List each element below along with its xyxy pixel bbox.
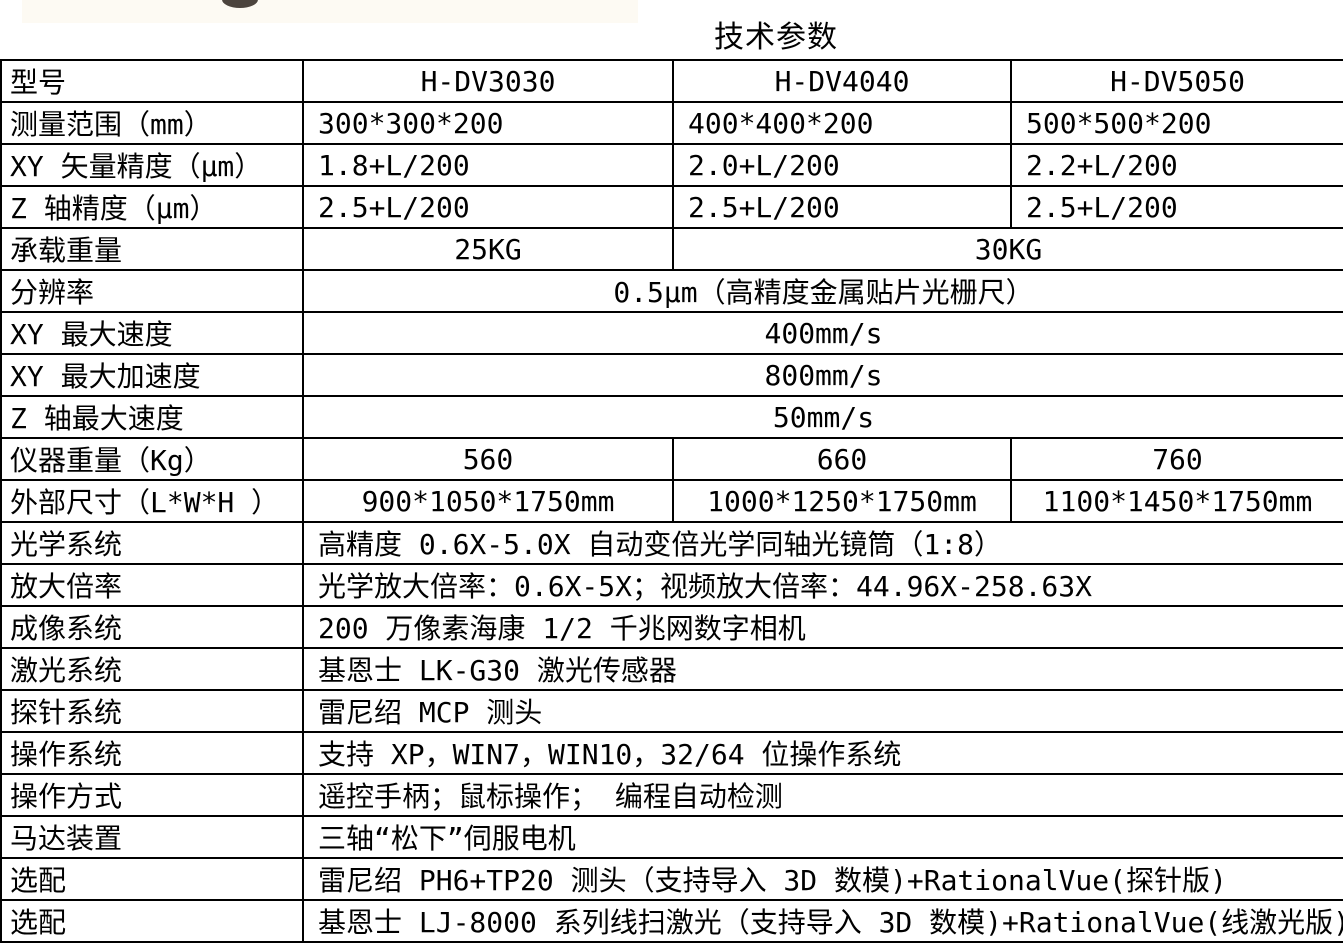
row-label: XY 最大速度 (0, 311, 304, 355)
cropped-image-banner (22, 0, 638, 23)
cell-value: 2.5+L/200 (672, 185, 1012, 229)
table-row-load-capacity: 承载重量 25KG 30KG (0, 227, 1343, 271)
cell-value: 2.5+L/200 (1010, 185, 1343, 229)
row-label: 测量范围（mm） (0, 101, 304, 145)
table-row-measuring-range: 测量范围（mm） 300*300*200 400*400*200 500*500… (0, 101, 1343, 145)
table-row-operating-system: 操作系统 支持 XP，WIN7，WIN10，32/64 位操作系统 (0, 731, 1343, 775)
cell-value: 雷尼绍 PH6+TP20 测头（支持导入 3D 数模)+RationalVue(… (302, 857, 1343, 901)
row-label: 操作方式 (0, 773, 304, 817)
cell-value: 400*400*200 (672, 101, 1012, 145)
table-row-magnification: 放大倍率 光学放大倍率：0.6X-5X；视频放大倍率：44.96X-258.63… (0, 563, 1343, 607)
cell-value: H-DV3030 (302, 59, 674, 103)
cell-value: 1.8+L/200 (302, 143, 674, 187)
table-row-imaging-system: 成像系统 200 万像素海康 1/2 千兆网数字相机 (0, 605, 1343, 649)
row-label: 激光系统 (0, 647, 304, 691)
cell-value: 光学放大倍率：0.6X-5X；视频放大倍率：44.96X-258.63X (302, 563, 1343, 607)
cell-value: 900*1050*1750mm (302, 479, 674, 523)
cell-value: 30KG (672, 227, 1343, 271)
row-label: 选配 (0, 899, 304, 943)
cell-value: 800mm/s (302, 353, 1343, 397)
row-label: Z 轴精度（μm） (0, 185, 304, 229)
table-row-xy-max-speed: XY 最大速度 400mm/s (0, 311, 1343, 355)
row-label: 承载重量 (0, 227, 304, 271)
row-label: 外部尺寸（L*W*H ） (0, 479, 304, 523)
cell-value: 760 (1010, 437, 1343, 481)
cell-value: 0.5μm（高精度金属贴片光栅尺） (302, 269, 1343, 313)
cell-value: H-DV5050 (1010, 59, 1343, 103)
cell-value: 25KG (302, 227, 674, 271)
cell-value: 基恩士 LJ-8000 系列线扫激光（支持导入 3D 数模)+RationalV… (302, 899, 1343, 943)
cell-value: 2.2+L/200 (1010, 143, 1343, 187)
table-row-model: 型号 H-DV3030 H-DV4040 H-DV5050 (0, 59, 1343, 103)
row-label: 探针系统 (0, 689, 304, 733)
table-row-z-max-speed: Z 轴最大速度 50mm/s (0, 395, 1343, 439)
table-row-option-probe: 选配 雷尼绍 PH6+TP20 测头（支持导入 3D 数模)+RationalV… (0, 857, 1343, 901)
page-title: 技术参数 (714, 20, 838, 55)
cell-value: H-DV4040 (672, 59, 1012, 103)
row-label: 选配 (0, 857, 304, 901)
cell-value: 660 (672, 437, 1012, 481)
table-row-z-accuracy: Z 轴精度（μm） 2.5+L/200 2.5+L/200 2.5+L/200 (0, 185, 1343, 229)
table-row-external-dimensions: 外部尺寸（L*W*H ） 900*1050*1750mm 1000*1250*1… (0, 479, 1343, 523)
cell-value: 200 万像素海康 1/2 千兆网数字相机 (302, 605, 1343, 649)
cell-value: 560 (302, 437, 674, 481)
table-row-resolution: 分辨率 0.5μm（高精度金属贴片光栅尺） (0, 269, 1343, 313)
table-row-optical-system: 光学系统 高精度 0.6X-5.0X 自动变倍光学同轴光镜筒（1:8） (0, 521, 1343, 565)
cell-value: 1000*1250*1750mm (672, 479, 1012, 523)
logo-fragment-icon (222, 0, 258, 8)
row-label: 马达装置 (0, 815, 304, 859)
cell-value: 500*500*200 (1010, 101, 1343, 145)
cell-value: 三轴“松下”伺服电机 (302, 815, 1343, 859)
cell-value: 雷尼绍 MCP 测头 (302, 689, 1343, 733)
table-row-laser-system: 激光系统 基恩士 LK-G30 激光传感器 (0, 647, 1343, 691)
table-row-xy-accuracy: XY 矢量精度（μm） 1.8+L/200 2.0+L/200 2.2+L/20… (0, 143, 1343, 187)
row-label: XY 最大加速度 (0, 353, 304, 397)
cell-value: 300*300*200 (302, 101, 674, 145)
row-label: 光学系统 (0, 521, 304, 565)
cell-value: 50mm/s (302, 395, 1343, 439)
row-label: 分辨率 (0, 269, 304, 313)
table-row-operation-mode: 操作方式 遥控手柄；鼠标操作； 编程自动检测 (0, 773, 1343, 817)
cell-value: 2.5+L/200 (302, 185, 674, 229)
cell-value: 1100*1450*1750mm (1010, 479, 1343, 523)
row-label: 型号 (0, 59, 304, 103)
cell-value: 遥控手柄；鼠标操作； 编程自动检测 (302, 773, 1343, 817)
cell-value: 支持 XP，WIN7，WIN10，32/64 位操作系统 (302, 731, 1343, 775)
row-label: Z 轴最大速度 (0, 395, 304, 439)
row-label: 仪器重量（Kg） (0, 437, 304, 481)
row-label: XY 矢量精度（μm） (0, 143, 304, 187)
table-row-instrument-weight: 仪器重量（Kg） 560 660 760 (0, 437, 1343, 481)
table-row-xy-max-acceleration: XY 最大加速度 800mm/s (0, 353, 1343, 397)
row-label: 操作系统 (0, 731, 304, 775)
row-label: 放大倍率 (0, 563, 304, 607)
cell-value: 基恩士 LK-G30 激光传感器 (302, 647, 1343, 691)
cell-value: 高精度 0.6X-5.0X 自动变倍光学同轴光镜筒（1:8） (302, 521, 1343, 565)
table-row-motor-device: 马达装置 三轴“松下”伺服电机 (0, 815, 1343, 859)
table-row-option-laser: 选配 基恩士 LJ-8000 系列线扫激光（支持导入 3D 数模)+Ration… (0, 899, 1343, 943)
spec-table: 型号 H-DV3030 H-DV4040 H-DV5050 测量范围（mm） 3… (0, 59, 1343, 943)
table-row-probe-system: 探针系统 雷尼绍 MCP 测头 (0, 689, 1343, 733)
row-label: 成像系统 (0, 605, 304, 649)
cell-value: 2.0+L/200 (672, 143, 1012, 187)
cell-value: 400mm/s (302, 311, 1343, 355)
